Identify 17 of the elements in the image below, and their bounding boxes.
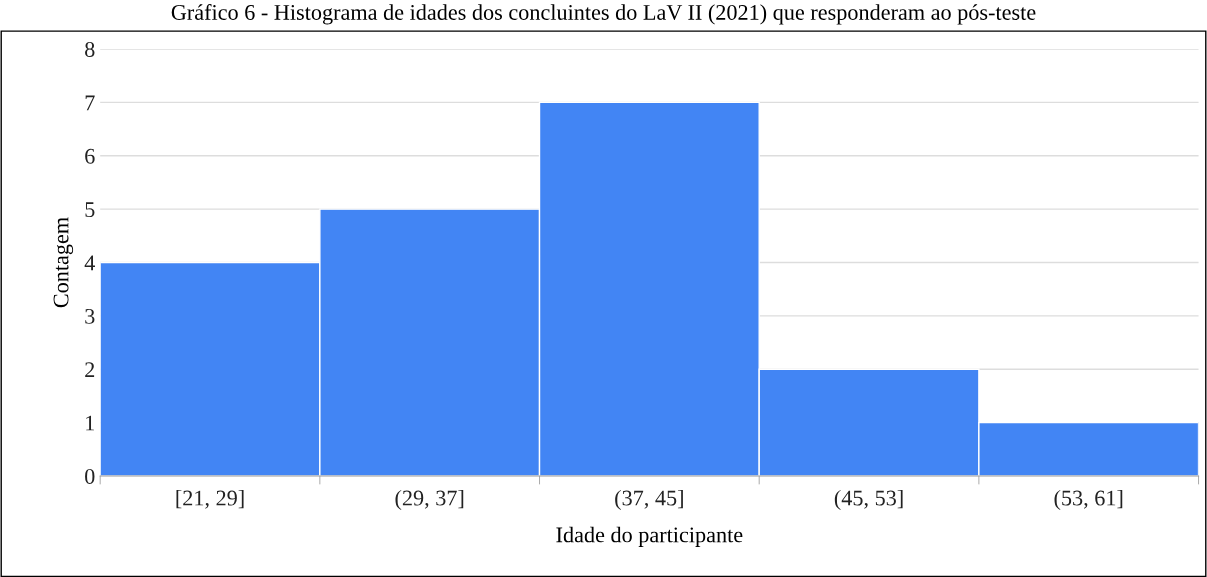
y-tick-label: 8: [85, 41, 95, 57]
x-tick-label: (45, 53]: [834, 489, 903, 511]
x-tick-label: (37, 45]: [615, 489, 683, 511]
y-tick-label: 7: [85, 95, 95, 111]
x-axis-title: Idade do participante: [556, 526, 743, 547]
y-tick-label: 4: [84, 255, 95, 271]
x-tick-label: [21, 29]: [176, 489, 244, 509]
y-axis-title: Contagem: [53, 217, 74, 308]
x-tick-label: (29, 37]: [395, 489, 464, 511]
y-tick-label: 0: [85, 468, 95, 484]
y-tick-label: 2: [85, 362, 95, 377]
y-tick-label: 6: [85, 148, 95, 164]
x-tick-label: (53, 61]: [1054, 489, 1123, 511]
y-tick-label: 5: [85, 202, 95, 218]
y-tick-label: 3: [85, 308, 95, 324]
chart-title: Gráfico 6 - Histograma de idades dos concluintes do LaV II (2021) que responderam ao pós-teste: [171, 4, 1036, 25]
y-tick-label: 1: [86, 415, 94, 431]
